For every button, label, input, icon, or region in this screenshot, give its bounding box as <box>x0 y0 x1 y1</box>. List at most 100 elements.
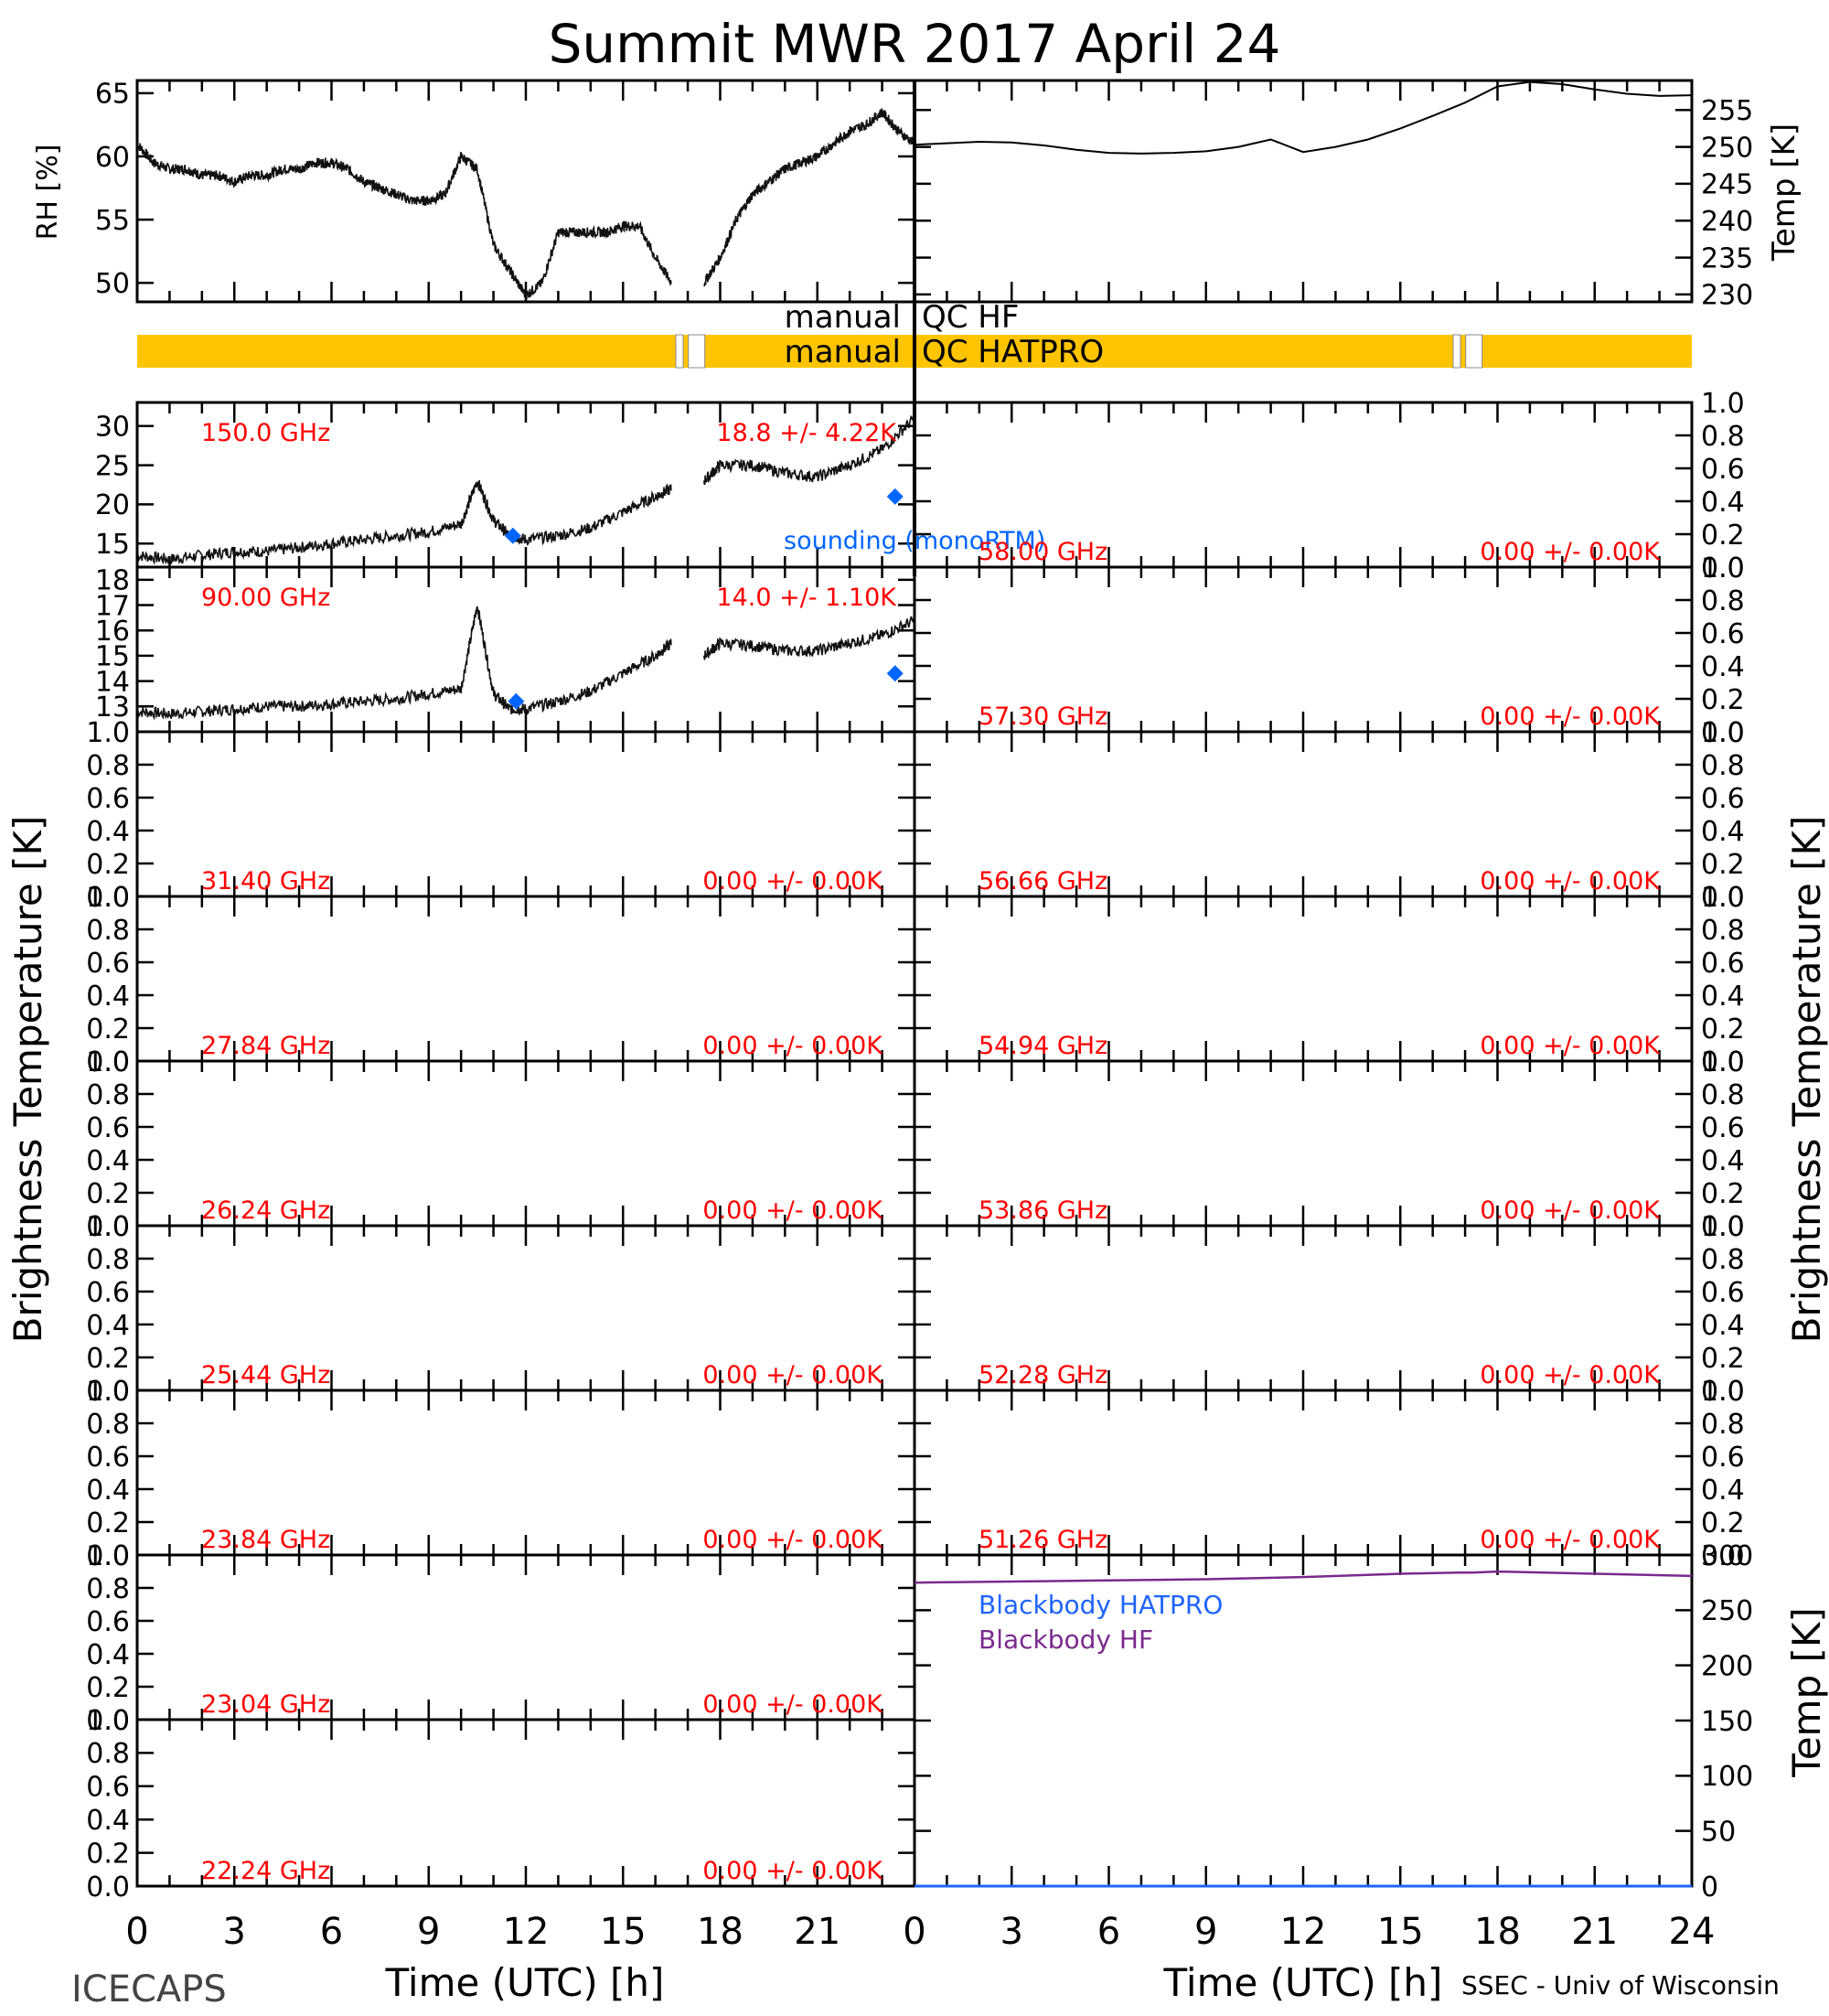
panel-right-empty-ytick-label: 0.6 <box>1701 783 1745 815</box>
freq-label: 27.84 GHz <box>201 1032 330 1060</box>
xtick-label-right: 15 <box>1377 1911 1424 1953</box>
freq-label: 25.44 GHz <box>201 1361 330 1389</box>
temp-ytick-label: 235 <box>1701 242 1753 274</box>
rh-series-line <box>136 108 915 301</box>
panel-left-empty-ytick-label: 0.0 <box>86 1376 130 1408</box>
sounding-point <box>504 527 521 544</box>
panel-left-empty-ytick-label: 0.8 <box>86 1079 130 1111</box>
panel-right-empty-ytick-label: 0.2 <box>1701 849 1745 881</box>
stat-label: 0.00 +/- 0.00K <box>702 1361 883 1389</box>
stat-label: 0.00 +/- 0.00K <box>1480 867 1661 895</box>
panel-left-empty-ytick-label: 0.8 <box>86 1409 130 1441</box>
rh-ytick-label: 55 <box>95 205 130 237</box>
panel-right-empty-ytick-label: 0.8 <box>1701 585 1745 617</box>
rh-ytick-label: 65 <box>95 79 130 111</box>
panel-90.00-ytick-label: 14 <box>95 666 130 698</box>
freq-label: 58.00 GHz <box>979 538 1107 566</box>
freq-label: 26.24 GHz <box>201 1196 330 1225</box>
rh-panel-frame <box>135 79 916 304</box>
bt-ylabel-right: Brightness Temperature [K] <box>1784 816 1829 1344</box>
panel-right-empty-ytick-label: 1.0 <box>1701 1211 1745 1243</box>
panel-right-empty-ytick-label: 0.6 <box>1701 454 1745 486</box>
xtick-label-right: 6 <box>1097 1911 1120 1953</box>
panel-left-empty-ytick-label: 0.8 <box>86 750 130 782</box>
xlabel-right: Time (UTC) [h] <box>1163 1960 1443 2005</box>
xtick-label-left: 18 <box>697 1911 743 1953</box>
panel-left-empty-ytick-label: 1.0 <box>86 882 130 914</box>
panel-90.00-ytick-label: 15 <box>95 641 130 673</box>
panel-left-empty-ytick-label: 0.6 <box>86 1277 130 1309</box>
panel-left-empty-ytick-label: 0.2 <box>86 1838 130 1870</box>
freq-label: 54.94 GHz <box>979 1032 1107 1060</box>
freq-label: 31.40 GHz <box>201 867 330 895</box>
xlabel-left: Time (UTC) [h] <box>385 1960 665 2005</box>
temp-top-ylabel: Temp [K] <box>1766 123 1802 262</box>
panel-left-empty-ytick-label: 1.0 <box>86 1046 130 1078</box>
temp-series-line <box>914 80 1693 155</box>
panel-left-empty-ytick-label: 0.6 <box>86 1442 130 1474</box>
panel-right-empty-ytick-label: 0.6 <box>1701 1277 1745 1309</box>
qc-hf-label-right: QC HF <box>922 299 1019 336</box>
xtick-label-right: 24 <box>1669 1911 1716 1953</box>
panel-right-empty-ytick-label: 0.4 <box>1701 1310 1745 1342</box>
qc-hf-label-left: manual <box>785 299 901 336</box>
panel-left-empty-ytick-label: 0.6 <box>86 783 130 815</box>
xtick-label-left: 12 <box>503 1911 550 1953</box>
panel-left-empty-ytick-label: 0.2 <box>86 1343 130 1375</box>
panel-right-empty-ytick-label: 0.4 <box>1701 651 1745 683</box>
panel-left-empty-ytick-label: 0.4 <box>86 1310 130 1342</box>
freq-label: 52.28 GHz <box>979 1361 1107 1389</box>
stat-label: 0.00 +/- 0.00K <box>702 1690 883 1719</box>
xtick-label-left: 21 <box>794 1911 840 1953</box>
rh-ylabel: RH [%] <box>32 145 64 241</box>
panel-left-empty-ytick-label: 0.0 <box>86 882 130 914</box>
stat-label: 0.00 +/- 0.00K <box>702 1526 883 1554</box>
panel-right-empty-ytick-label: 1.0 <box>1701 552 1745 584</box>
freq-label: 23.84 GHz <box>201 1526 330 1554</box>
temp-ytick-label: 245 <box>1701 169 1753 201</box>
stat-label: 0.00 +/- 0.00K <box>1480 1361 1661 1389</box>
qc-hatpro-label-left: manual <box>785 334 901 370</box>
panel-right-empty-ytick-label: 0.6 <box>1701 948 1745 980</box>
qc-gap-right <box>1452 334 1461 369</box>
panel-right-empty-ytick-label: 0.2 <box>1701 520 1745 552</box>
panel-right-empty-ytick-label: 0.4 <box>1701 816 1745 848</box>
panel-right-empty-ytick-label: 0.6 <box>1701 618 1745 650</box>
panel-left-empty-ytick-label: 0.8 <box>86 915 130 947</box>
blackbody-ytick-label: 0 <box>1701 1871 1718 1903</box>
panel-right-empty-ytick-label: 0.2 <box>1701 1013 1745 1046</box>
temp-ytick-label: 250 <box>1701 132 1753 164</box>
xtick-label-left: 15 <box>600 1911 647 1953</box>
xtick-label-right: 9 <box>1194 1911 1217 1953</box>
panel-right-empty-ytick-label: 0.0 <box>1701 1540 1745 1572</box>
freq-label: 56.66 GHz <box>979 867 1107 895</box>
panel-left-empty-ytick-label: 0.0 <box>86 1540 130 1572</box>
stat-label: 0.00 +/- 0.00K <box>1480 538 1661 566</box>
panel-left-empty-ytick-label: 0.8 <box>86 1738 130 1770</box>
panel-right-empty-ytick-label: 1.0 <box>1701 1046 1745 1078</box>
xtick-label-right: 0 <box>903 1911 925 1953</box>
panel-left-empty-ytick-label: 0.0 <box>86 1046 130 1078</box>
panel-right-empty-ytick-label: 0.0 <box>1701 1211 1745 1243</box>
qc-gap-right <box>1465 334 1483 369</box>
xtick-label-right: 3 <box>1000 1911 1023 1953</box>
panel-left-empty-ytick-label: 0.2 <box>86 1013 130 1046</box>
blackbody-ytick-label: 50 <box>1701 1816 1736 1848</box>
panel-right-empty-ytick-label: 0.4 <box>1701 981 1745 1013</box>
panel-left-empty-ytick-label: 0.6 <box>86 1606 130 1638</box>
panel-left-empty-ytick-label: 0.2 <box>86 849 130 881</box>
xtick-label-right: 21 <box>1571 1911 1618 1953</box>
panel-left-empty-ytick-label: 1.0 <box>86 1376 130 1408</box>
panel-left-empty-ytick-label: 1.0 <box>86 1540 130 1572</box>
temp-ytick-label: 240 <box>1701 206 1753 238</box>
panel-left-empty-ytick-label: 0.4 <box>86 981 130 1013</box>
panel-left-empty-ytick-label: 0.4 <box>86 1474 130 1507</box>
panel-right-empty-ytick-label: 0.8 <box>1701 421 1745 453</box>
temp-panel-frame <box>913 79 1694 304</box>
bb-hf-line <box>914 1570 1693 1584</box>
footer-icecaps: ICECAPS <box>71 1968 227 2011</box>
stat-label: 0.00 +/- 0.00K <box>702 867 883 895</box>
qc-hatpro-bar-left <box>137 335 914 368</box>
temp-bb-ylabel: Temp [K] <box>1784 1607 1829 1778</box>
